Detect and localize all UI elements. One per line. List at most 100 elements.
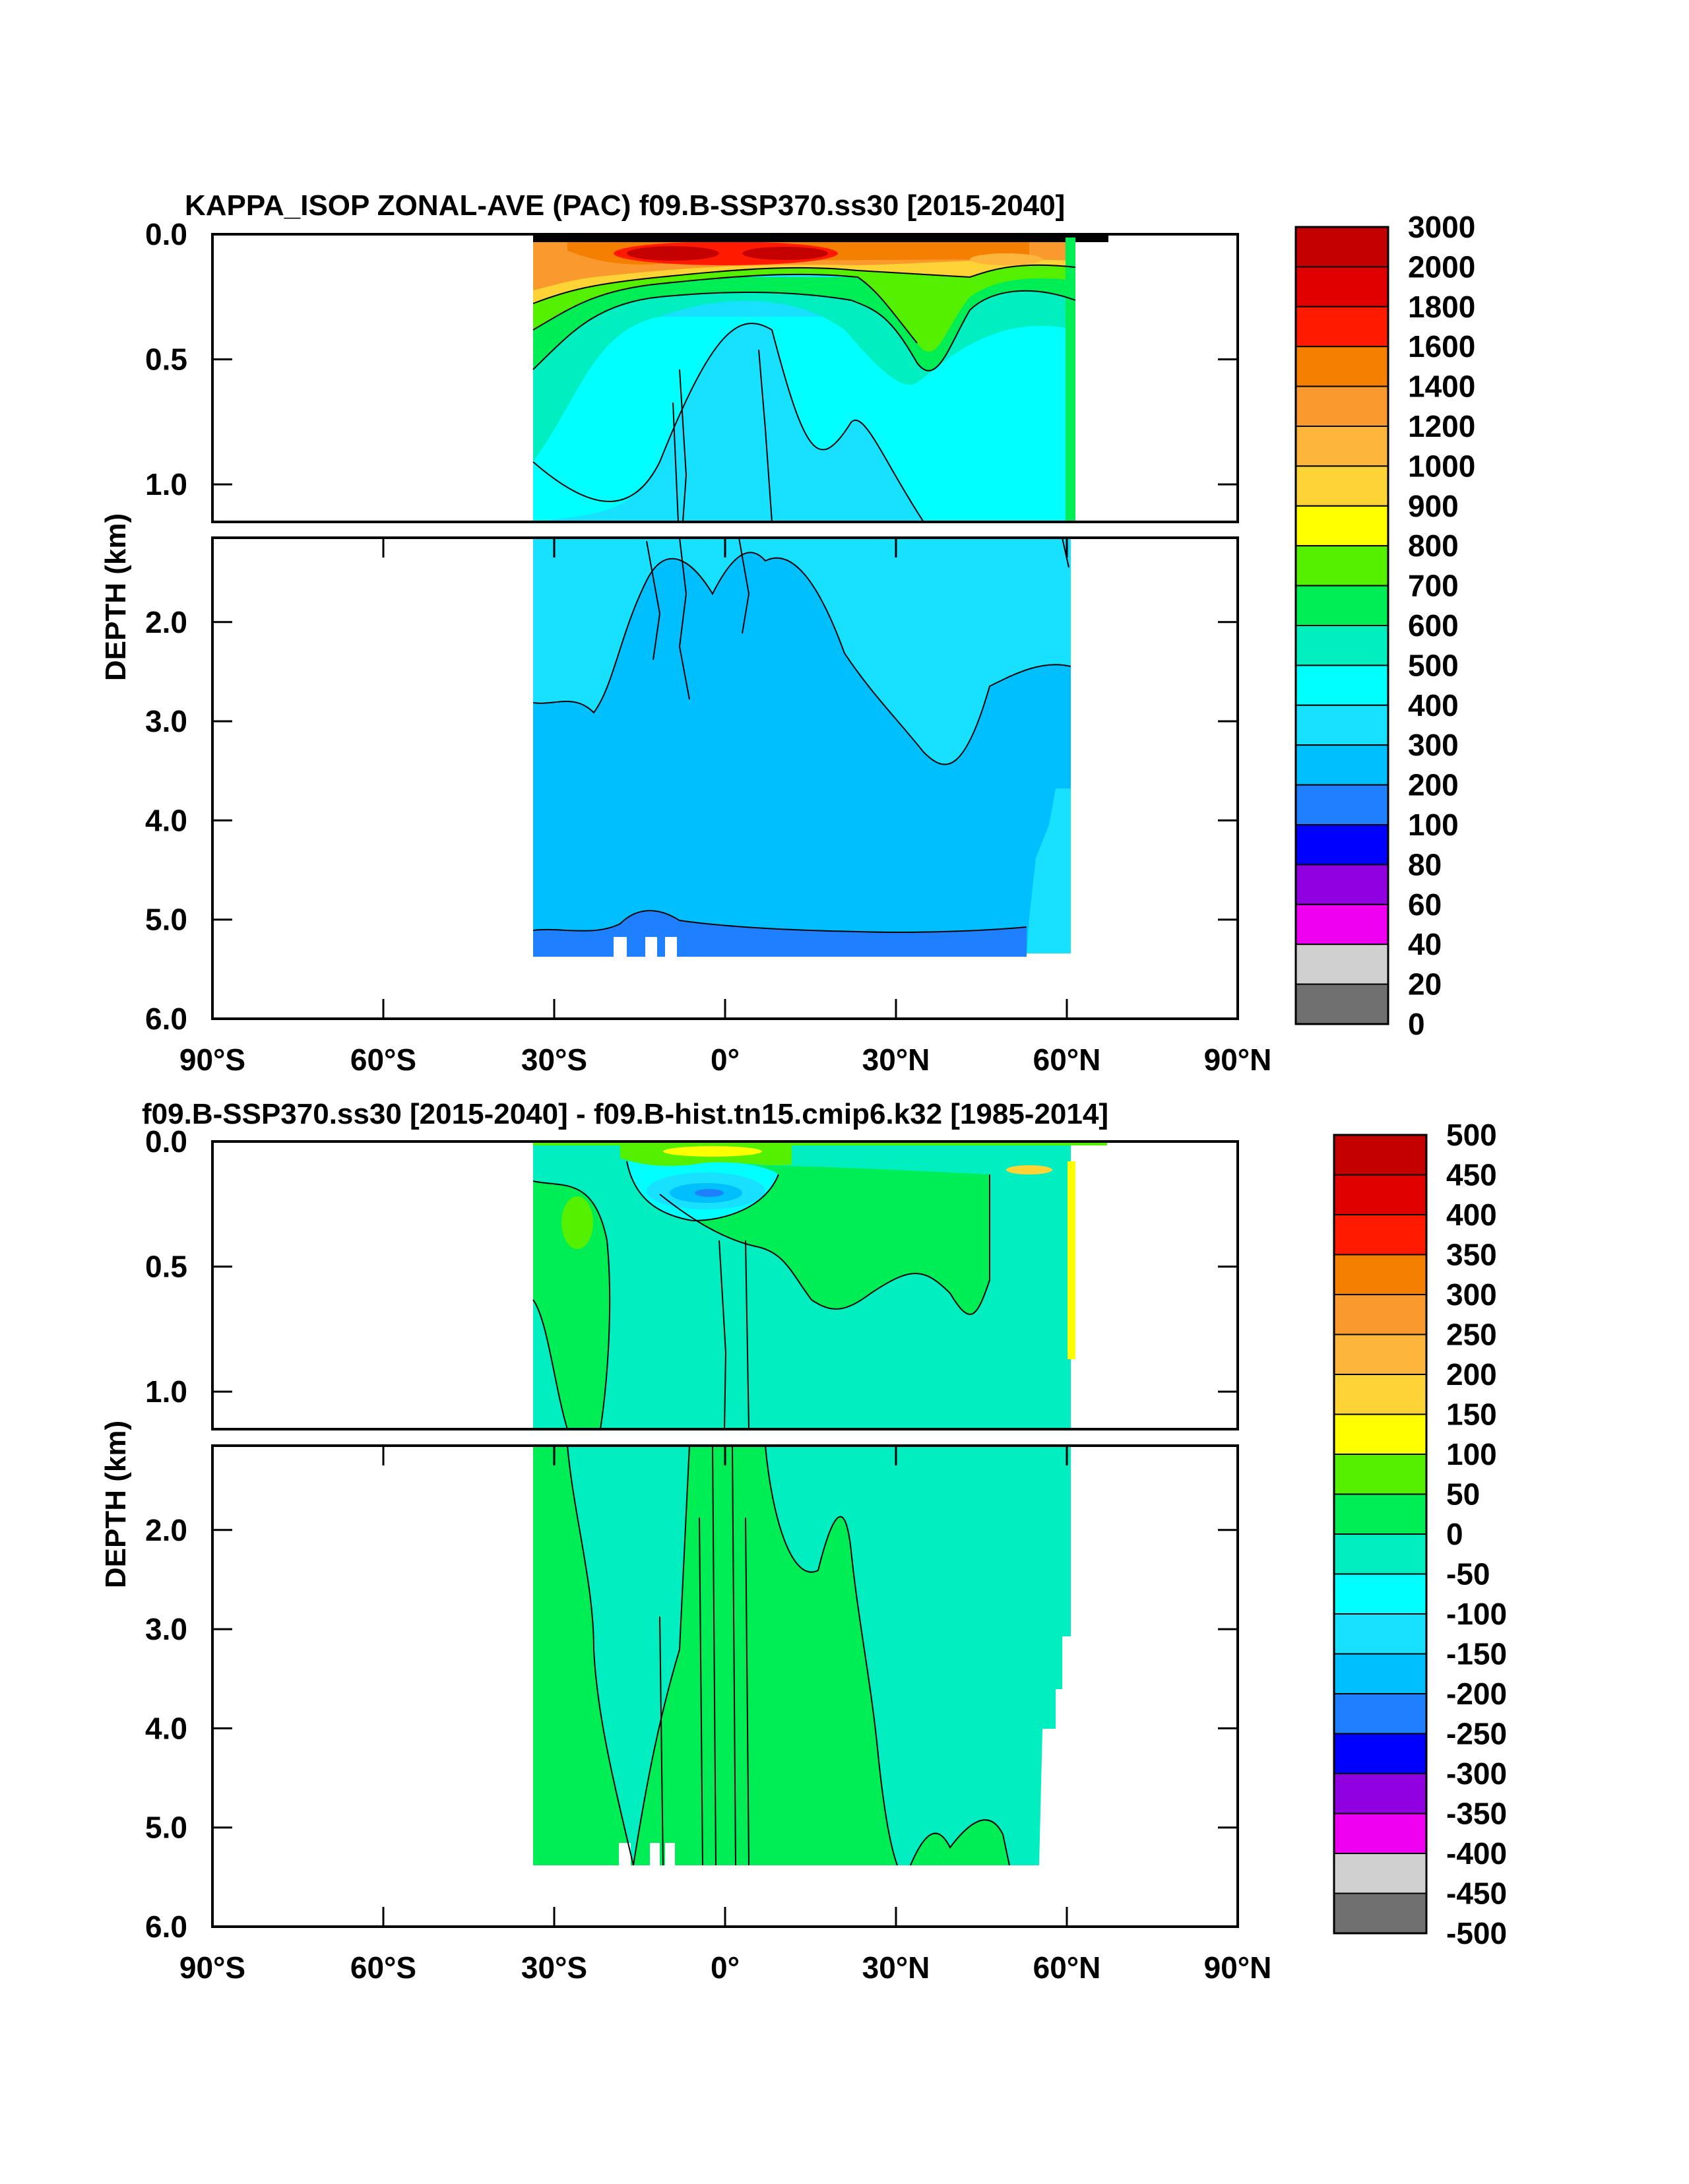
x-tick-label: 90°N bbox=[1204, 1950, 1272, 1985]
colorbar-swatch bbox=[1295, 664, 1389, 706]
colorbar-label: 450 bbox=[1446, 1158, 1497, 1192]
colorbar-label: 1600 bbox=[1408, 329, 1475, 364]
colorbar-swatch bbox=[1295, 824, 1389, 866]
colorbar-label: 200 bbox=[1446, 1357, 1497, 1392]
x-tick-label: 30°N bbox=[862, 1950, 930, 1985]
chart-1-lower-white-north bbox=[1027, 953, 1073, 1019]
y-tick-label: 0.0 bbox=[145, 217, 187, 251]
chart-2-surface-yellow bbox=[663, 1146, 762, 1157]
chart-2-colorbar: 500450400350300250200150100500-50-100-15… bbox=[1333, 1118, 1507, 1950]
colorbar-swatch bbox=[1333, 1693, 1427, 1735]
colorbar-swatch bbox=[1333, 1134, 1427, 1176]
colorbar-swatch bbox=[1333, 1733, 1427, 1774]
chart-1-region-3000b bbox=[742, 247, 828, 260]
chart-1-region-700 bbox=[533, 264, 1075, 352]
y-tick-label: 4.0 bbox=[145, 803, 187, 837]
y-tick-label: 6.0 bbox=[145, 1910, 187, 1944]
colorbar-swatch bbox=[1333, 1573, 1427, 1615]
chart-2-lower-gap-1 bbox=[619, 1843, 631, 1869]
x-tick-label: 30°S bbox=[521, 1043, 587, 1077]
y-tick-label: 4.0 bbox=[145, 1711, 187, 1745]
colorbar-label: 900 bbox=[1408, 489, 1459, 523]
chart-1-region-1200-north bbox=[970, 253, 1042, 265]
chart-2-upper-frame bbox=[211, 1140, 1239, 1430]
x-tick-label: 90°S bbox=[179, 1950, 245, 1985]
colorbar-label: 800 bbox=[1408, 529, 1459, 563]
colorbar-label: -150 bbox=[1446, 1637, 1507, 1671]
colorbar-label: 1000 bbox=[1408, 449, 1475, 483]
colorbar-label: 500 bbox=[1446, 1118, 1497, 1152]
colorbar-swatch bbox=[1295, 545, 1389, 587]
colorbar-label: 60 bbox=[1408, 887, 1442, 922]
colorbar-label: 500 bbox=[1408, 648, 1459, 682]
colorbar-swatch bbox=[1295, 784, 1389, 825]
colorbar-swatch bbox=[1333, 1254, 1427, 1295]
colorbar-swatch bbox=[1295, 625, 1389, 666]
chart-2-lower-white-floor bbox=[533, 1865, 1071, 1927]
colorbar-label: 80 bbox=[1408, 847, 1442, 882]
colorbar-label: 1800 bbox=[1408, 290, 1475, 324]
y-tick-label: 5.0 bbox=[145, 1811, 187, 1845]
colorbar-swatch bbox=[1333, 1613, 1427, 1655]
chart-1-surface-layer bbox=[533, 234, 1108, 242]
chart-1-contours-upper bbox=[532, 264, 1076, 522]
chart-1-ylabel: DEPTH (km) bbox=[100, 513, 132, 681]
colorbar-frame bbox=[1294, 226, 1389, 1025]
chart-1-region-400 bbox=[533, 317, 1075, 522]
colorbar-swatch bbox=[1295, 744, 1389, 786]
colorbar-swatch bbox=[1295, 864, 1389, 905]
x-tick-label: 60°N bbox=[1033, 1950, 1101, 1985]
x-tick-label: 0° bbox=[711, 1950, 740, 1985]
y-tick-label: 2.0 bbox=[145, 605, 187, 639]
colorbar-swatch bbox=[1295, 305, 1389, 348]
colorbar-label: -300 bbox=[1446, 1756, 1507, 1791]
colorbar-label: -350 bbox=[1446, 1797, 1507, 1831]
colorbar-swatch bbox=[1333, 1653, 1427, 1694]
chart-2: f09.B-SSP370.ss30 [2015-2040] - f09.B-hi… bbox=[100, 1098, 1507, 1985]
chart-1-abyssal-gap-1 bbox=[614, 937, 627, 957]
colorbar-swatch bbox=[1295, 385, 1389, 427]
colorbar-swatch bbox=[1333, 1853, 1427, 1894]
colorbar-swatch bbox=[1295, 704, 1389, 746]
colorbar-label: 50 bbox=[1446, 1477, 1480, 1512]
y-tick-label: 1.0 bbox=[145, 1374, 187, 1409]
colorbar-swatch bbox=[1333, 1533, 1427, 1575]
colorbar-swatch bbox=[1333, 1493, 1427, 1535]
colorbar-label: -50 bbox=[1446, 1557, 1490, 1591]
colorbar-swatch bbox=[1333, 1333, 1427, 1375]
chart-2-lower-gap-2 bbox=[650, 1843, 660, 1869]
colorbar-swatch bbox=[1295, 226, 1389, 268]
colorbar-swatch bbox=[1295, 944, 1389, 985]
x-tick-label: 60°N bbox=[1033, 1043, 1101, 1077]
colorbar-swatch bbox=[1333, 1813, 1427, 1854]
colorbar-label: 0 bbox=[1408, 1007, 1425, 1041]
chart-1-contours-lower bbox=[532, 538, 1071, 933]
chart-2-north-positive bbox=[1006, 1165, 1052, 1174]
colorbar-label: 200 bbox=[1408, 768, 1459, 802]
colorbar-label: -100 bbox=[1446, 1597, 1507, 1631]
y-tick-label: 5.0 bbox=[145, 903, 187, 937]
chart-1-lower-region-200 bbox=[533, 552, 1071, 953]
x-tick-label: 90°N bbox=[1204, 1043, 1272, 1077]
chart-1-colorbar: 3000200018001600140012001000900800700600… bbox=[1294, 210, 1475, 1041]
colorbar-swatch bbox=[1333, 1892, 1427, 1934]
y-tick-label: 6.0 bbox=[145, 1002, 187, 1036]
colorbar-swatch bbox=[1295, 585, 1389, 626]
chart-2-surface-layer bbox=[533, 1141, 1107, 1145]
y-tick-label: 1.0 bbox=[145, 467, 187, 501]
colorbar-label: -450 bbox=[1446, 1877, 1507, 1911]
chart-2-title: f09.B-SSP370.ss30 [2015-2040] - f09.B-hi… bbox=[142, 1098, 1108, 1130]
colorbar-label: 1200 bbox=[1408, 409, 1475, 443]
chart-1-upper-frame bbox=[211, 233, 1239, 523]
chart-2-upper-field bbox=[532, 1141, 1107, 1429]
chart-2-lower-white-north bbox=[1027, 1636, 1082, 1927]
colorbar-label: 400 bbox=[1408, 688, 1459, 723]
chart-2-lower-gap-3 bbox=[665, 1843, 675, 1869]
x-tick-label: 60°S bbox=[350, 1950, 416, 1985]
colorbar-label: 0 bbox=[1446, 1517, 1463, 1551]
chart-1-abyssal-gap-2 bbox=[645, 937, 657, 957]
x-tick-label: 0° bbox=[711, 1043, 740, 1077]
x-tick-label: 30°S bbox=[521, 1950, 587, 1985]
chart-1-boundary-current bbox=[1066, 238, 1075, 522]
